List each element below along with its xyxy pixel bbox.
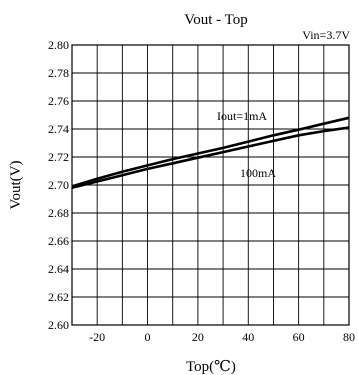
y-tick-label: 2.68: [48, 206, 69, 220]
y-tick-label: 2.62: [48, 290, 69, 304]
y-tick-label: 2.72: [48, 150, 69, 164]
y-tick-label: 2.80: [48, 38, 69, 52]
plot-frame: [71, 44, 350, 326]
x-axis-label: Top(℃): [186, 359, 236, 375]
y-axis-label: Vout(V): [8, 161, 24, 210]
series-line-0: [71, 116, 350, 188]
y-tick-label: 2.74: [48, 122, 69, 136]
x-tick-labels: -20 0 20 40 60 80: [89, 330, 355, 344]
x-tick-label: 40: [242, 330, 254, 344]
x-tick-label: -20: [89, 330, 105, 344]
y-tick-label: 2.76: [48, 94, 69, 108]
y-tick-label: 2.70: [48, 178, 69, 192]
condition-label: Vin=3.7V: [302, 28, 350, 42]
x-tick-label: 20: [192, 330, 204, 344]
series-label-1ma: Iout=1mA: [217, 109, 267, 123]
chart-title: Vout - Top: [184, 12, 247, 28]
series-lines: [71, 116, 350, 190]
y-tick-label: 2.60: [48, 318, 69, 332]
y-tick-label: 2.66: [48, 234, 69, 248]
grid: [72, 44, 349, 326]
y-tick-label: 2.78: [48, 66, 69, 80]
series-label-100ma: 100mA: [240, 166, 276, 180]
x-tick-label: 60: [293, 330, 305, 344]
x-tick-label: 80: [343, 330, 355, 344]
y-tick-labels: 2.80 2.78 2.76 2.74 2.72 2.70 2.68 2.66 2.64 2.62…: [48, 38, 69, 332]
series-line-1: [71, 126, 350, 190]
y-tick-label: 2.64: [48, 262, 69, 276]
x-tick-label: 0: [145, 330, 151, 344]
